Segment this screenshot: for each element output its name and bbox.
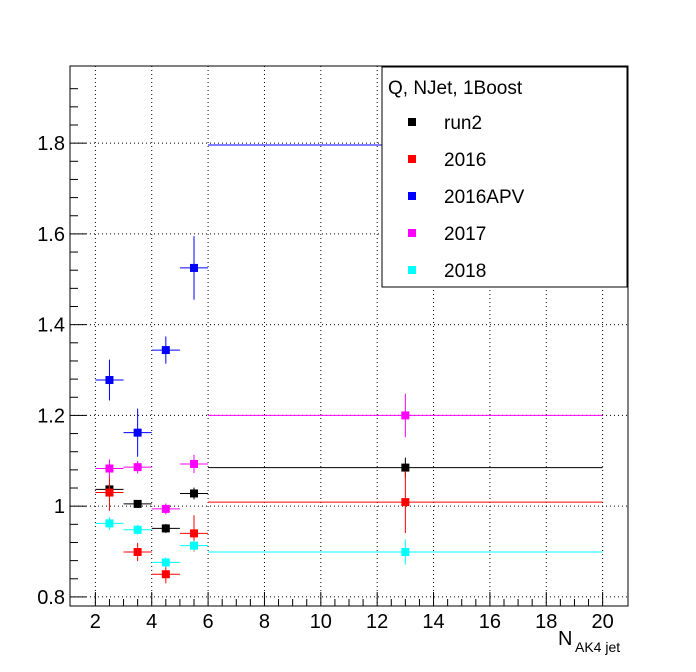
data-point	[105, 464, 114, 473]
tick-labels: 2 4 6 8 10 12 14 16 18 20 0.8 1 1.2 1.4 1.6 1.8	[37, 133, 614, 633]
x-tick-label: 16	[479, 611, 501, 633]
y-tick-label: 1.6	[37, 224, 65, 246]
x-tick-label: 18	[535, 611, 557, 633]
data-point	[161, 558, 170, 567]
y-tick-label: 1	[54, 496, 65, 518]
y-tick-label: 1.4	[37, 315, 65, 337]
legend-entry-label: run2	[444, 113, 482, 134]
series-2017	[95, 393, 603, 515]
legend-box	[381, 66, 628, 288]
data-point	[161, 570, 170, 579]
legend-entry-label: 2018	[444, 261, 486, 282]
data-point	[105, 519, 114, 528]
legend-marker	[408, 155, 416, 163]
data-point	[133, 463, 142, 472]
data-point	[190, 529, 198, 538]
y-tick-label: 0.8	[37, 587, 65, 609]
data-point	[161, 346, 170, 355]
data-point	[401, 463, 410, 472]
legend-title: Q, NJet, 1Boost	[388, 78, 523, 99]
x-axis-label: N	[558, 628, 572, 650]
legend-entry-label: 2016APV	[444, 187, 525, 208]
legend: Q, NJet, 1Boost run2 2016 2016APV 2017 2018	[381, 66, 628, 288]
data-point	[161, 504, 170, 513]
data-point	[133, 428, 142, 437]
data-point	[105, 488, 114, 497]
data-point	[133, 499, 142, 508]
x-axis-label-subscript: AK4 jet	[575, 639, 620, 655]
x-tick-label: 14	[422, 611, 444, 633]
legend-marker	[408, 192, 416, 200]
y-tick-label: 1.2	[37, 405, 65, 427]
legend-marker	[408, 118, 416, 126]
x-tick-label: 6	[203, 611, 214, 633]
x-tick-label: 12	[366, 611, 388, 633]
y-tick-label: 1.8	[37, 133, 65, 155]
data-point	[190, 263, 198, 272]
x-tick-label: 2	[90, 611, 101, 633]
data-point	[190, 489, 198, 498]
data-point	[401, 498, 410, 507]
data-point	[133, 525, 142, 534]
ticks	[70, 88, 604, 606]
data-point	[161, 524, 170, 533]
legend-marker	[408, 229, 416, 237]
data-point	[190, 459, 198, 468]
data-point	[401, 548, 410, 556]
series-run2	[95, 457, 603, 533]
series-2016	[95, 471, 603, 584]
legend-entry-label: 2016	[444, 150, 486, 171]
x-tick-label: 10	[310, 611, 332, 633]
series-2018	[95, 517, 603, 568]
data-point	[133, 548, 142, 556]
x-tick-label: 8	[259, 611, 270, 633]
x-tick-label: 20	[592, 611, 614, 633]
x-tick-label: 4	[146, 611, 157, 633]
data-point	[105, 376, 114, 385]
data-point	[401, 411, 410, 420]
legend-marker	[408, 266, 416, 274]
legend-entry-label: 2017	[444, 224, 486, 245]
data-point	[190, 541, 198, 550]
